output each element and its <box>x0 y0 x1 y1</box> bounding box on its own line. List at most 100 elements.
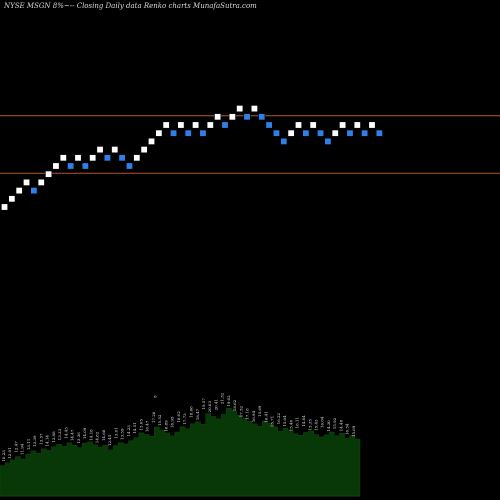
volume-label-47: 15.40 <box>289 419 294 431</box>
renko-brick-1 <box>0 203 9 211</box>
volume-label-9: 13.88 <box>51 431 56 443</box>
volume-label-19: 13.01 <box>114 427 119 438</box>
volume-label-31: 18.66 <box>189 406 194 418</box>
renko-brick-47 <box>339 121 347 129</box>
volume-label-50: 15.35 <box>307 419 312 431</box>
volume-label-54: 15.92 <box>332 417 337 429</box>
volume-label-25: 17.26 <box>151 411 156 423</box>
volume-label-10: 13.33 <box>57 428 62 440</box>
volume-label-33: 19.57 <box>201 398 206 410</box>
volume-label-13: 13.36 <box>76 432 81 444</box>
volume-label-38: 18.62 <box>232 399 237 411</box>
volume-label-11: 14.43 <box>64 427 69 439</box>
volume-label-34: 20.03 <box>207 401 212 413</box>
renko-brick-36 <box>258 113 266 121</box>
volume-label-16: 14.82 <box>95 431 100 443</box>
volume-label-39: 17.52 <box>239 405 244 417</box>
renko-brick-29 <box>206 121 214 129</box>
volume-label-2: 12.01 <box>7 447 12 458</box>
renko-brick-2 <box>8 195 16 203</box>
renko-brick-6 <box>37 178 45 186</box>
volume-label-6: 13.39 <box>32 435 37 447</box>
volume-label-28: 16.95 <box>170 416 175 428</box>
renko-brick-7 <box>45 170 53 178</box>
volume-label-26: 15.52 <box>157 414 162 426</box>
volume-label-49: 14.84 <box>301 415 306 427</box>
volume-label-4: 11.94 <box>20 443 25 455</box>
renko-brick-42 <box>302 129 310 137</box>
renko-brick-43 <box>309 121 317 129</box>
volume-label-44: 15.71 <box>270 416 275 427</box>
volume-label-37: 19.02 <box>226 395 231 407</box>
renko-brick-14 <box>96 146 104 154</box>
renko-brick-32 <box>228 113 236 121</box>
chart-title: NYSE MSGN 8%~-- Closing Daily data Renko… <box>3 2 257 10</box>
volume-label-48: 16.11 <box>295 417 300 428</box>
renko-brick-35 <box>250 105 258 113</box>
renko-brick-40 <box>287 129 295 137</box>
renko-brick-28 <box>199 129 207 137</box>
renko-brick-39 <box>280 137 288 145</box>
volume-label-27: 16.89 <box>164 420 169 432</box>
renko-brick-48 <box>346 129 354 137</box>
renko-brick-21 <box>148 137 156 145</box>
volume-area <box>0 408 361 497</box>
volume-label-43: 16.41 <box>264 411 269 422</box>
renko-brick-12 <box>81 162 89 170</box>
renko-brick-22 <box>155 129 163 137</box>
renko-brick-50 <box>361 129 369 137</box>
volume-label-41: 16.94 <box>251 410 256 422</box>
volume-label-40: 17.18 <box>245 408 250 420</box>
renko-brick-30 <box>214 113 222 121</box>
volume-label-35: 20.41 <box>214 399 219 410</box>
renko-brick-38 <box>272 129 280 137</box>
renko-brick-51 <box>368 121 376 129</box>
renko-brick-37 <box>265 121 273 129</box>
volume-label-3: 12.47 <box>14 441 19 453</box>
renko-brick-8 <box>52 162 60 170</box>
renko-brick-19 <box>133 154 141 162</box>
volume-label-20: 13.59 <box>120 428 125 440</box>
volume-label-8: 14.14 <box>45 435 50 447</box>
volume-label-23: 15.05 <box>139 419 144 431</box>
volume-panel <box>0 408 361 497</box>
volume-label-24: 16.47 <box>145 420 150 432</box>
renko-brick-23 <box>162 121 170 129</box>
volume-label-52: 16.04 <box>320 416 325 428</box>
renko-brick-34 <box>243 113 251 121</box>
renko-brick-33 <box>236 105 244 113</box>
volume-label-14: 14.09 <box>82 427 87 439</box>
renko-brick-20 <box>140 146 148 154</box>
volume-label-12: 14.47 <box>70 429 75 441</box>
renko-brick-49 <box>353 121 361 129</box>
volume-label-1: 10.23 <box>1 450 6 462</box>
volume-label-53: 14.30 <box>326 420 331 432</box>
renko-brick-25 <box>177 121 185 129</box>
renko-brick-11 <box>74 154 82 162</box>
volume-label-21: 14.23 <box>126 425 131 437</box>
volume-label-55: 14.48 <box>339 419 344 431</box>
volume-label-15: 14.18 <box>89 429 94 441</box>
volume-label-7: 13.57 <box>39 433 44 445</box>
renko-brick-27 <box>192 121 200 129</box>
renko-brick-9 <box>59 154 67 162</box>
renko-brick-13 <box>89 154 97 162</box>
volume-top-marker: 0 <box>154 394 157 399</box>
renko-brick-52 <box>375 129 383 137</box>
volume-label-46: 15.04 <box>282 415 287 427</box>
renko-brick-15 <box>103 154 111 162</box>
volume-label-32: 18.47 <box>195 408 200 420</box>
volume-label-22: 14.51 <box>132 422 137 433</box>
renko-brick-41 <box>294 121 302 129</box>
volume-label-45: 16.22 <box>276 412 281 424</box>
renko-brick-17 <box>118 154 126 162</box>
volume-label-17: 14.68 <box>101 429 106 441</box>
renko-brick-26 <box>184 129 192 137</box>
renko-brick-10 <box>67 162 75 170</box>
volume-label-5: 13.11 <box>26 439 31 450</box>
renko-brick-45 <box>324 137 332 145</box>
renko-brick-5 <box>30 187 38 195</box>
renko-brick-18 <box>125 162 133 170</box>
